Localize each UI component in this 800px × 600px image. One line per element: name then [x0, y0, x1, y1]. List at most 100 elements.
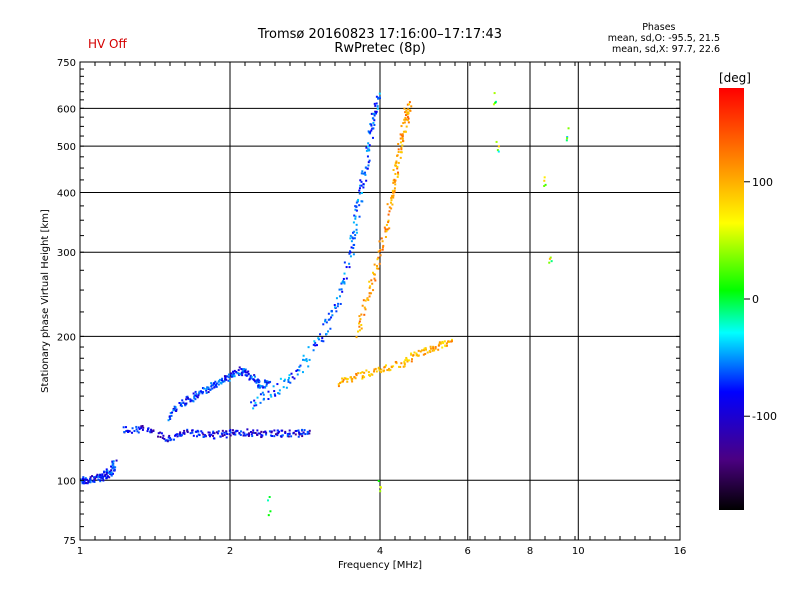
echo-point [425, 348, 428, 351]
echo-point [392, 365, 395, 368]
echo-point [421, 349, 424, 352]
echo-point [215, 431, 218, 434]
echo-point [172, 408, 175, 411]
echo-point [253, 399, 256, 402]
echo-point [111, 462, 114, 465]
echo-point [149, 430, 152, 433]
echo-point [235, 429, 238, 432]
echo-point [391, 203, 394, 206]
echo-point [279, 377, 282, 380]
echo-point [213, 437, 216, 440]
echo-point [161, 437, 164, 440]
echo-point [109, 470, 112, 473]
echo-point [376, 107, 379, 110]
echo-point [399, 137, 402, 140]
echo-point [443, 340, 446, 343]
echo-point [381, 240, 384, 243]
echo-point [224, 377, 227, 380]
echo-point [362, 375, 365, 378]
echo-point [439, 342, 442, 345]
echo-point [211, 387, 214, 390]
echo-point [217, 380, 220, 383]
x-tick-label: 1 [77, 546, 83, 557]
echo-point [137, 431, 140, 434]
echo-point [273, 429, 276, 432]
echo-point [360, 191, 363, 194]
echo-point [301, 432, 304, 435]
echo-point [201, 392, 204, 395]
echo-point [359, 318, 362, 321]
echo-point [272, 385, 275, 388]
echo-point [388, 227, 391, 230]
echo-point [213, 432, 216, 435]
echo-point [410, 360, 413, 363]
echo-point [295, 369, 298, 372]
echo-point [544, 183, 547, 186]
echo-point [372, 117, 375, 120]
echo-point [99, 479, 102, 482]
echo-point [353, 376, 356, 379]
echo-point [370, 123, 373, 126]
echo-point [405, 125, 408, 128]
echo-point [182, 401, 185, 404]
echo-point [244, 434, 247, 437]
echo-point [407, 121, 410, 124]
echo-point [403, 118, 406, 121]
echo-point [307, 365, 310, 368]
echo-point [302, 358, 305, 361]
echo-point [340, 282, 343, 285]
echo-point [228, 376, 231, 379]
echo-point [296, 369, 299, 372]
echo-point [269, 380, 272, 383]
echo-point [170, 414, 173, 417]
echo-point [236, 372, 239, 375]
colorbar-tick-label: -100 [752, 410, 777, 423]
echo-point [346, 378, 349, 381]
echo-point [393, 191, 396, 194]
echo-point [186, 428, 189, 431]
echo-point [363, 376, 366, 379]
echo-point [360, 327, 363, 330]
echo-point [393, 178, 396, 181]
echo-point [257, 386, 260, 389]
echo-point [406, 119, 409, 122]
echo-point [226, 433, 229, 436]
echo-point [301, 435, 304, 438]
echo-point [105, 468, 108, 471]
echo-point [368, 374, 371, 377]
y-tick-label: 400 [57, 188, 76, 199]
echo-point [285, 386, 288, 389]
echo-point [387, 213, 390, 216]
echo-point [250, 375, 253, 378]
echo-point [305, 358, 308, 361]
echo-point [258, 432, 261, 435]
echo-point [431, 349, 434, 352]
echo-point [363, 306, 366, 309]
echo-point [358, 204, 361, 207]
echo-point [377, 97, 380, 100]
echo-point [239, 430, 242, 433]
echo-point [128, 430, 131, 433]
chart-title: Tromsø 20160823 17:16:00–17:17:43 [257, 27, 503, 42]
echo-point [359, 179, 362, 182]
echo-point [195, 395, 198, 398]
echo-point [260, 433, 263, 436]
echo-point [233, 369, 236, 372]
echo-point [298, 432, 301, 435]
echo-point [378, 92, 381, 95]
echo-point [373, 277, 376, 280]
echo-point [298, 369, 301, 372]
echo-point [94, 477, 97, 480]
echo-point [105, 471, 108, 474]
echo-point [83, 478, 86, 481]
echo-point [343, 281, 346, 284]
echo-point [81, 477, 84, 480]
echo-point [375, 102, 378, 105]
echo-point [387, 221, 390, 224]
echo-point [267, 499, 270, 502]
echo-point [181, 399, 184, 402]
echo-point [265, 431, 268, 434]
echo-point [355, 228, 358, 231]
echo-point [284, 431, 287, 434]
echo-point [287, 433, 290, 436]
